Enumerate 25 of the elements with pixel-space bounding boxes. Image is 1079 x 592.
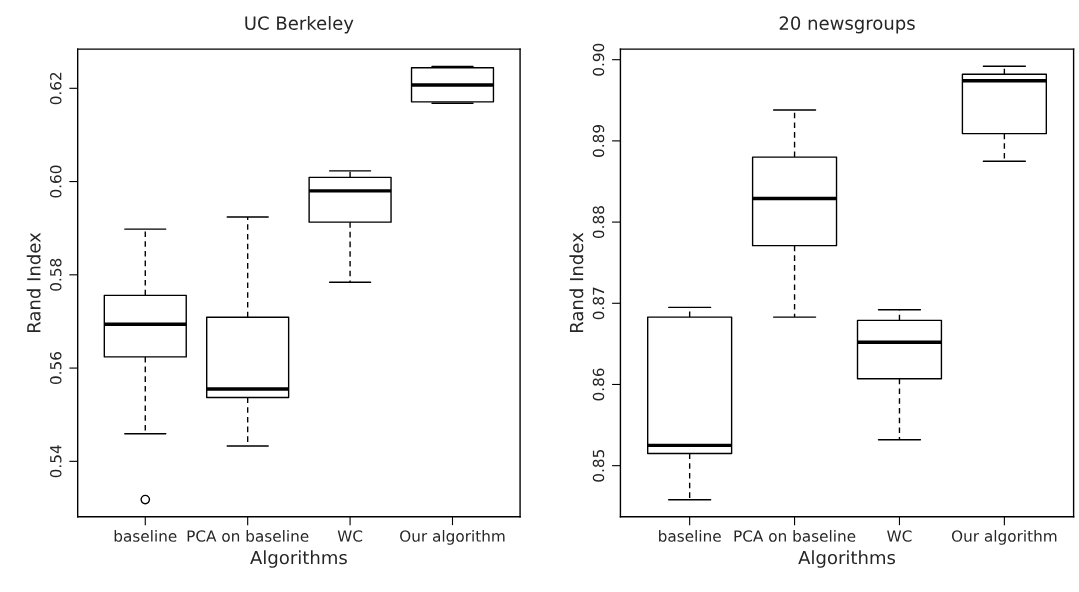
y-tick-label: 0.54 xyxy=(49,445,62,478)
y-tick-label: 0.88 xyxy=(592,206,605,239)
y-axis-title: Rand Index xyxy=(26,232,41,332)
y-tick-label: 0.87 xyxy=(592,287,605,320)
y-tick-label: 0.90 xyxy=(592,43,605,76)
y-tick-label: 0.62 xyxy=(49,72,62,105)
y-tick-label: 0.89 xyxy=(592,124,605,157)
x-tick-label: Our algorithm xyxy=(400,530,505,545)
x-tick-label: WC xyxy=(887,530,912,542)
y-tick-label: 0.58 xyxy=(49,258,62,291)
x-axis-title: Algorithms xyxy=(798,550,896,568)
x-tick-label: baseline xyxy=(659,530,721,542)
x-axis-title: Algorithms xyxy=(250,550,347,568)
x-tick-label: baseline xyxy=(114,530,177,542)
x-tick-label: WC xyxy=(337,530,363,542)
x-tick-label: PCA on baseline xyxy=(187,530,309,542)
y-tick-label: 0.85 xyxy=(592,449,605,482)
chart-title: UC Berkeley xyxy=(245,15,354,34)
x-tick-label: Our algorithm xyxy=(951,530,1057,545)
x-tick-label: PCA on baseline xyxy=(734,530,856,542)
y-tick-label: 0.56 xyxy=(49,352,62,385)
y-tick-label: 0.60 xyxy=(49,165,62,198)
y-tick-label: 0.86 xyxy=(592,368,605,401)
y-axis-title: Rand Index xyxy=(569,232,584,332)
chart-title: 20 newsgroups xyxy=(779,16,915,34)
